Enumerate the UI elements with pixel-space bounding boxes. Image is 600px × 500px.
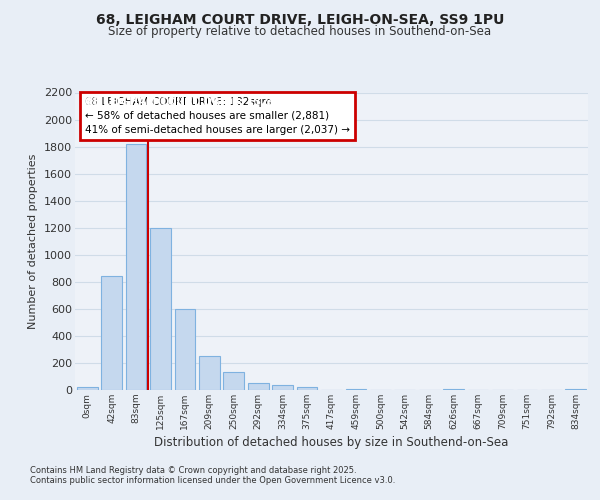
Bar [101, 276, 122, 390]
Bar [272, 384, 293, 390]
Text: 68 LEIGHAM COURT DRIVE: 132sqm
← 58% of detached houses are smaller (2,881)
41% : 68 LEIGHAM COURT DRIVE: 132sqm ← 58% of … [85, 97, 350, 135]
Bar [77, 388, 98, 390]
Text: Contains public sector information licensed under the Open Government Licence v3: Contains public sector information licen… [30, 476, 395, 485]
X-axis label: Distribution of detached houses by size in Southend-on-Sea: Distribution of detached houses by size … [154, 436, 509, 449]
Text: Contains HM Land Registry data © Crown copyright and database right 2025.: Contains HM Land Registry data © Crown c… [30, 466, 356, 475]
Bar [296, 386, 317, 390]
Text: 68 LEIGHAM COURT DRIVE: 132sqm: 68 LEIGHAM COURT DRIVE: 132sqm [85, 97, 293, 107]
Bar [223, 372, 244, 390]
Y-axis label: Number of detached properties: Number of detached properties [28, 154, 38, 329]
Bar [175, 309, 196, 390]
Text: 68, LEIGHAM COURT DRIVE, LEIGH-ON-SEA, SS9 1PU: 68, LEIGHAM COURT DRIVE, LEIGH-ON-SEA, S… [96, 12, 504, 26]
Bar [150, 228, 171, 390]
Bar [443, 388, 464, 390]
Bar [199, 356, 220, 390]
Bar [125, 144, 146, 390]
Text: Size of property relative to detached houses in Southend-on-Sea: Size of property relative to detached ho… [109, 25, 491, 38]
Bar [248, 383, 269, 390]
